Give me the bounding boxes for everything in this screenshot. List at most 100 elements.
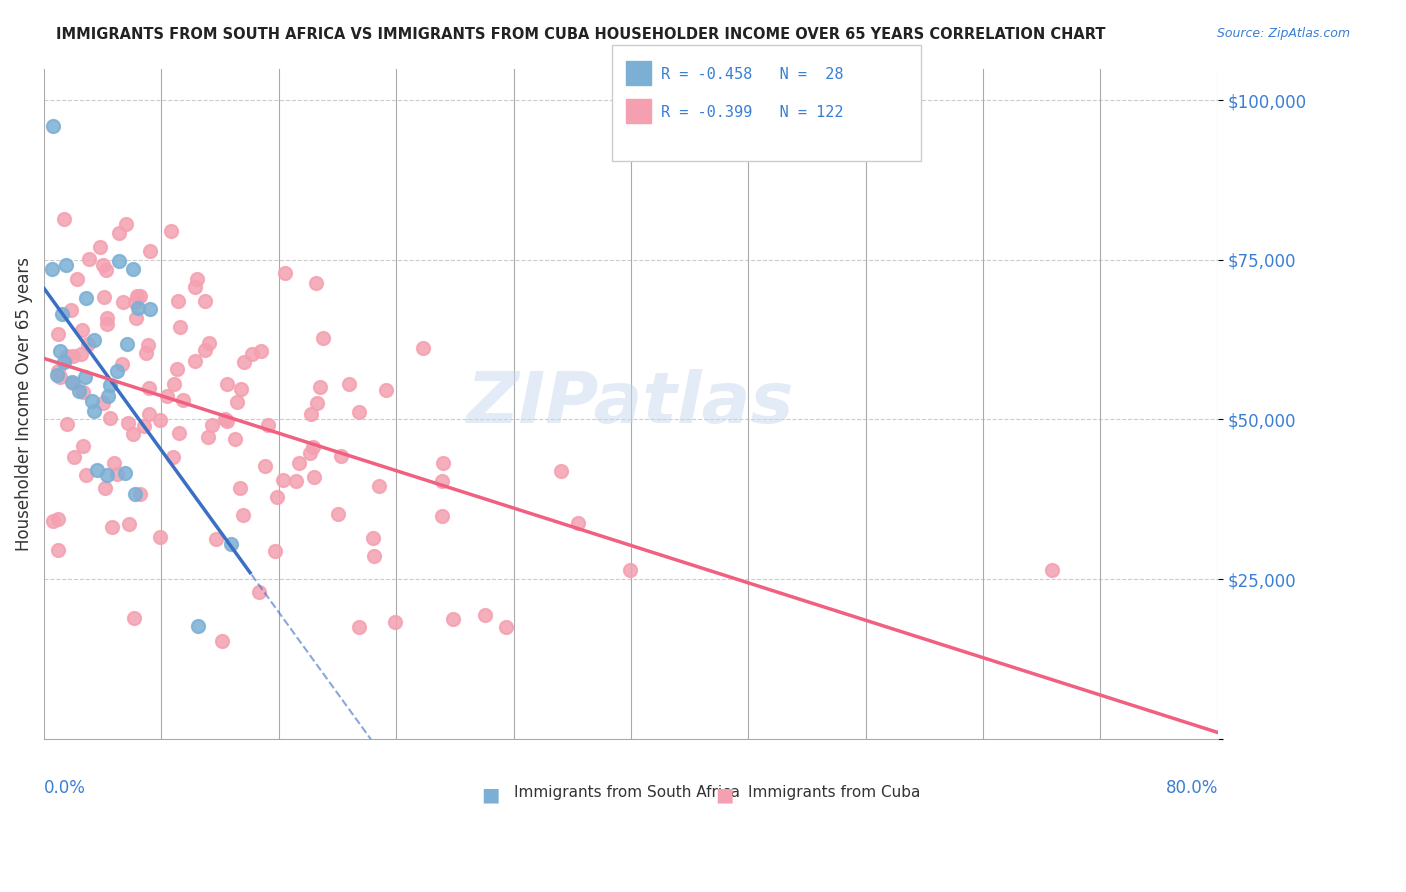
Immigrants from Cuba: [550, 464, 572, 478]
Immigrants from Cuba: [96, 310, 118, 325]
Immigrants from Cuba: [186, 272, 208, 286]
Text: R = -0.399   N = 122: R = -0.399 N = 122: [661, 105, 844, 120]
Immigrants from Cuba: [94, 481, 117, 495]
Immigrants from South Africa: [60, 375, 83, 389]
Immigrants from Cuba: [232, 508, 254, 523]
Immigrants from Cuba: [274, 266, 297, 280]
Immigrants from Cuba: [312, 331, 335, 345]
Immigrants from Cuba: [184, 279, 207, 293]
Text: IMMIGRANTS FROM SOUTH AFRICA VS IMMIGRANTS FROM CUBA HOUSEHOLDER INCOME OVER 65 : IMMIGRANTS FROM SOUTH AFRICA VS IMMIGRAN…: [56, 27, 1105, 42]
Immigrants from Cuba: [60, 303, 83, 318]
Immigrants from Cuba: [105, 467, 128, 481]
Immigrants from Cuba: [89, 240, 111, 254]
Immigrants from Cuba: [347, 619, 370, 633]
Immigrants from Cuba: [49, 369, 72, 384]
Immigrants from South Africa: [100, 378, 122, 392]
Immigrants from Cuba: [98, 411, 121, 425]
Immigrants from Cuba: [384, 615, 406, 630]
Text: 0.0%: 0.0%: [44, 779, 86, 797]
Immigrants from South Africa: [45, 368, 67, 383]
Immigrants from Cuba: [75, 468, 97, 483]
Immigrants from Cuba: [63, 450, 86, 464]
Immigrants from Cuba: [46, 364, 69, 378]
Immigrants from Cuba: [72, 439, 94, 453]
Immigrants from Cuba: [229, 481, 252, 495]
Immigrants from Cuba: [305, 396, 328, 410]
Immigrants from Cuba: [285, 474, 308, 488]
Immigrants from Cuba: [347, 405, 370, 419]
Text: Immigrants from Cuba: Immigrants from Cuba: [748, 786, 921, 800]
Immigrants from Cuba: [194, 293, 217, 308]
Immigrants from Cuba: [156, 389, 179, 403]
Text: Source: ZipAtlas.com: Source: ZipAtlas.com: [1216, 27, 1350, 40]
Immigrants from Cuba: [224, 433, 246, 447]
Immigrants from Cuba: [77, 337, 100, 351]
Text: 80.0%: 80.0%: [1166, 779, 1218, 797]
Immigrants from Cuba: [42, 514, 65, 528]
Immigrants from Cuba: [70, 346, 93, 360]
Immigrants from Cuba: [46, 326, 69, 341]
Immigrants from Cuba: [139, 244, 162, 259]
Immigrants from Cuba: [122, 611, 145, 625]
Immigrants from Cuba: [247, 585, 270, 599]
Immigrants from South Africa: [221, 537, 243, 551]
Immigrants from Cuba: [138, 381, 160, 395]
Immigrants from Cuba: [91, 396, 114, 410]
Text: ■: ■: [716, 786, 734, 805]
Immigrants from Cuba: [299, 407, 322, 421]
Immigrants from Cuba: [128, 487, 150, 501]
Immigrants from South Africa: [83, 404, 105, 418]
Immigrants from Cuba: [495, 619, 517, 633]
Immigrants from Cuba: [162, 450, 184, 464]
Immigrants from Cuba: [167, 425, 190, 440]
Immigrants from Cuba: [205, 532, 228, 546]
Immigrants from Cuba: [124, 294, 146, 309]
Immigrants from South Africa: [127, 301, 149, 315]
Immigrants from Cuba: [211, 634, 233, 648]
Immigrants from Cuba: [56, 417, 79, 432]
Immigrants from Cuba: [201, 417, 224, 432]
Immigrants from South Africa: [121, 262, 143, 277]
Immigrants from Cuba: [198, 336, 221, 351]
Immigrants from South Africa: [124, 487, 146, 501]
Immigrants from Cuba: [194, 343, 217, 358]
Immigrants from Cuba: [619, 563, 641, 577]
Immigrants from Cuba: [184, 354, 207, 368]
Immigrants from Cuba: [430, 509, 453, 524]
Immigrants from Cuba: [172, 392, 194, 407]
Immigrants from Cuba: [117, 517, 139, 532]
Immigrants from Cuba: [62, 349, 84, 363]
Text: ZIPatlas: ZIPatlas: [467, 369, 794, 438]
Immigrants from Cuba: [368, 478, 391, 492]
Immigrants from Cuba: [305, 276, 328, 290]
Immigrants from Cuba: [432, 457, 454, 471]
Y-axis label: Householder Income Over 65 years: Householder Income Over 65 years: [15, 257, 32, 550]
Immigrants from Cuba: [138, 407, 160, 421]
Immigrants from Cuba: [412, 341, 434, 355]
Immigrants from Cuba: [108, 226, 131, 240]
Immigrants from Cuba: [257, 417, 280, 432]
Immigrants from South Africa: [41, 119, 63, 133]
Immigrants from Cuba: [129, 289, 152, 303]
Immigrants from Cuba: [127, 289, 149, 303]
Immigrants from Cuba: [111, 357, 134, 371]
Immigrants from Cuba: [263, 544, 285, 558]
Immigrants from Cuba: [363, 549, 385, 563]
Immigrants from Cuba: [288, 457, 311, 471]
Immigrants from South Africa: [67, 384, 90, 398]
Immigrants from Cuba: [117, 416, 139, 430]
Immigrants from Cuba: [214, 412, 236, 426]
Immigrants from South Africa: [75, 291, 97, 305]
Immigrants from South Africa: [105, 364, 128, 378]
Immigrants from Cuba: [93, 290, 115, 304]
Immigrants from Cuba: [163, 376, 186, 391]
Immigrants from Cuba: [149, 412, 172, 426]
Immigrants from Cuba: [1040, 564, 1063, 578]
Immigrants from Cuba: [46, 512, 69, 526]
Immigrants from Cuba: [229, 382, 252, 396]
Text: Immigrants from South Africa: Immigrants from South Africa: [513, 786, 740, 800]
Immigrants from South Africa: [138, 302, 160, 317]
Immigrants from Cuba: [328, 507, 350, 521]
Immigrants from Cuba: [374, 383, 396, 397]
Immigrants from Cuba: [65, 271, 87, 285]
